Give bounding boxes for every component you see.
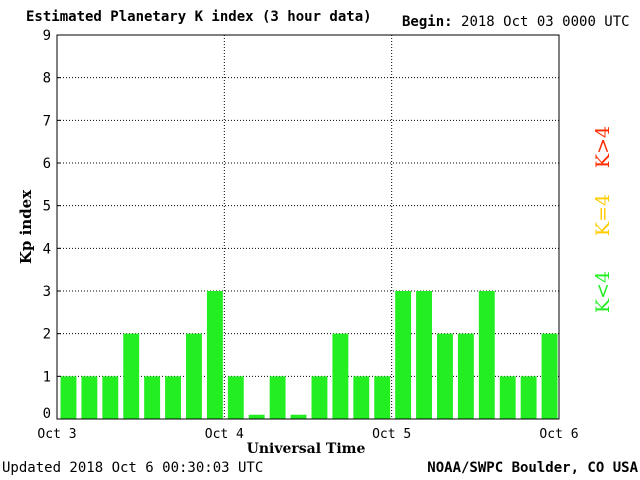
- y-tick-label: 0: [43, 406, 51, 422]
- bar: [457, 333, 474, 419]
- legend-k-equal-4: K=4: [592, 193, 615, 237]
- x-axis-label: Universal Time: [247, 441, 366, 457]
- bar: [332, 333, 349, 419]
- y-tick-label: 2: [43, 327, 51, 343]
- x-axis-ticks: Oct 3 Oct 4 Oct 5 Oct 6: [37, 427, 578, 442]
- bar: [290, 414, 307, 419]
- bar: [437, 333, 453, 419]
- bar: [165, 376, 181, 419]
- y-tick-label: 5: [43, 199, 51, 215]
- bar: [269, 376, 286, 419]
- x-tick-label: Oct 5: [372, 427, 411, 442]
- begin-value: 2018 Oct 03 0000 UTC: [461, 14, 630, 30]
- x-tick-label: Oct 3: [37, 427, 76, 442]
- grid-lines: [57, 34, 559, 419]
- bar: [227, 376, 244, 419]
- legend-k-greater-4: K>4: [592, 125, 615, 169]
- bar: [186, 333, 202, 419]
- bar: [144, 376, 161, 419]
- credit-text: NOAA/SWPC Boulder, CO USA: [427, 460, 638, 476]
- y-tick-label: 9: [43, 28, 51, 44]
- bar: [60, 376, 77, 419]
- y-axis-label: Kp index: [17, 189, 35, 264]
- bar: [374, 376, 391, 419]
- bar: [102, 376, 119, 419]
- bar-series: [60, 291, 558, 419]
- x-tick-label: Oct 6: [539, 427, 578, 442]
- legend-k-less-4: K<4: [592, 270, 615, 314]
- y-tick-label: 3: [43, 284, 51, 300]
- y-tick-label: 4: [43, 241, 51, 257]
- y-tick-label: 1: [43, 369, 51, 385]
- bar: [416, 291, 432, 419]
- bar: [353, 376, 370, 419]
- bar: [248, 414, 265, 419]
- begin-date: Begin: 2018 Oct 03 0000 UTC: [402, 14, 630, 30]
- updated-timestamp: Updated 2018 Oct 6 00:30:03 UTC: [2, 460, 264, 476]
- plot-frame: [56, 34, 560, 420]
- y-tick-label: 6: [43, 156, 51, 172]
- bar: [541, 333, 558, 419]
- x-tick-label: Oct 4: [205, 427, 244, 442]
- bar: [499, 376, 516, 419]
- y-axis-ticks: 0 1 2 3 4 5 6 7 8 9: [43, 28, 61, 422]
- begin-label: Begin:: [402, 14, 453, 30]
- bar: [206, 291, 223, 419]
- bar: [81, 376, 98, 419]
- bar: [123, 333, 140, 419]
- y-tick-label: 7: [43, 113, 51, 129]
- bar: [395, 291, 412, 419]
- chart-title: Estimated Planetary K index (3 hour data…: [26, 9, 372, 25]
- y-tick-label: 8: [43, 71, 51, 87]
- bar: [311, 376, 328, 419]
- bar: [478, 291, 495, 419]
- bar: [520, 376, 537, 419]
